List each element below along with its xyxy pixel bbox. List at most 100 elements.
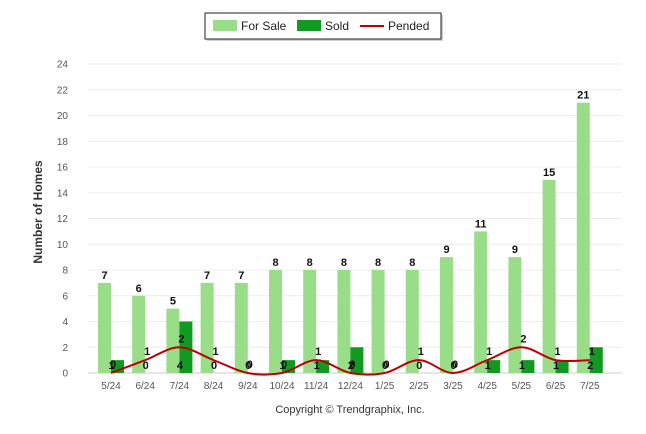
data-label-pended: 0 bbox=[384, 359, 390, 371]
bar-for-sale bbox=[234, 282, 248, 373]
bar-for-sale bbox=[200, 282, 214, 373]
data-label-pended: 0 bbox=[349, 359, 355, 371]
data-label-sold: 1 bbox=[314, 360, 320, 372]
data-label-sold: 0 bbox=[143, 360, 149, 372]
data-label-sold: 0 bbox=[382, 360, 388, 372]
x-tick-label: 10/24 bbox=[269, 381, 294, 392]
y-axis-title: Number of Homes bbox=[31, 160, 45, 264]
legend-label: Sold bbox=[325, 19, 349, 33]
bar-for-sale bbox=[474, 231, 488, 373]
legend-swatch bbox=[213, 20, 237, 31]
x-tick-label: 5/24 bbox=[101, 381, 121, 392]
data-label-for-sale: 9 bbox=[512, 244, 518, 256]
x-tick-label: 3/25 bbox=[443, 381, 463, 392]
x-tick-label: 7/25 bbox=[580, 381, 600, 392]
data-label-pended: 1 bbox=[418, 346, 424, 358]
data-label-sold: 1 bbox=[519, 360, 525, 372]
data-label-pended: 1 bbox=[213, 346, 219, 358]
bar-sold bbox=[589, 347, 603, 373]
data-label-sold: 1 bbox=[108, 360, 114, 372]
data-label-pended: 2 bbox=[178, 333, 184, 345]
y-tick-label: 12 bbox=[57, 214, 69, 225]
y-tick-label: 2 bbox=[62, 343, 68, 354]
data-label-for-sale: 21 bbox=[577, 90, 589, 102]
data-label-sold: 1 bbox=[553, 360, 559, 372]
data-label-for-sale: 7 bbox=[238, 270, 244, 282]
y-tick-label: 14 bbox=[57, 188, 69, 199]
x-tick-label: 12/24 bbox=[338, 381, 363, 392]
y-tick-label: 8 bbox=[62, 266, 68, 277]
bar-sold bbox=[555, 360, 569, 373]
legend-label: Pended bbox=[388, 19, 429, 33]
y-tick-label: 6 bbox=[62, 291, 68, 302]
copyright-credit: Copyright © Trendgraphix, Inc. bbox=[275, 404, 424, 416]
legend-item-pended[interactable]: Pended bbox=[360, 19, 429, 33]
data-label-pended: 1 bbox=[144, 346, 150, 358]
bars bbox=[98, 102, 603, 373]
data-label-sold: 4 bbox=[177, 360, 184, 372]
pended-line bbox=[110, 346, 590, 376]
y-tick-label: 4 bbox=[62, 317, 68, 328]
data-label-for-sale: 8 bbox=[307, 257, 313, 269]
data-label-for-sale: 8 bbox=[409, 257, 415, 269]
y-tick-label: 16 bbox=[57, 163, 69, 174]
x-tick-label: 11/24 bbox=[304, 381, 329, 392]
bar-for-sale bbox=[508, 257, 522, 373]
bar-for-sale bbox=[132, 295, 146, 373]
data-label-pended: 1 bbox=[555, 346, 561, 358]
data-label-for-sale: 6 bbox=[136, 283, 142, 295]
data-label-sold: 2 bbox=[587, 360, 593, 372]
bar-for-sale bbox=[269, 270, 282, 373]
data-label-for-sale: 7 bbox=[101, 270, 107, 282]
data-label-sold: 0 bbox=[450, 360, 456, 372]
x-tick-label: 2/25 bbox=[409, 381, 429, 392]
y-tick-label: 20 bbox=[57, 111, 69, 122]
data-label-for-sale: 8 bbox=[272, 257, 278, 269]
bar-for-sale bbox=[542, 179, 556, 373]
bar-for-sale bbox=[337, 270, 351, 373]
legend-box bbox=[204, 12, 442, 40]
legend-item-for-sale[interactable]: For Sale bbox=[213, 19, 287, 33]
bar-for-sale bbox=[405, 270, 419, 373]
data-label-sold: 0 bbox=[245, 360, 251, 372]
data-label-sold: 0 bbox=[211, 360, 217, 372]
bar-sold bbox=[350, 347, 364, 373]
data-label-for-sale: 8 bbox=[341, 257, 347, 269]
bar-for-sale bbox=[371, 270, 385, 373]
data-label-pended: 0 bbox=[452, 359, 458, 371]
data-label-for-sale: 9 bbox=[443, 244, 449, 256]
y-tick-label: 18 bbox=[57, 137, 69, 148]
bar-for-sale bbox=[98, 282, 111, 373]
data-label-for-sale: 15 bbox=[543, 167, 555, 179]
x-axis-ticks: 5/24 6/24 7/24 8/24 9/24 10/24 11/24 12/24 1/25 2… bbox=[101, 381, 600, 392]
data-label-sold: 1 bbox=[279, 360, 285, 372]
data-label-sold: 2 bbox=[348, 360, 354, 372]
data-label-sold: 1 bbox=[485, 360, 491, 372]
data-label-pended: 1 bbox=[589, 346, 595, 358]
data-label-for-sale: 5 bbox=[170, 296, 176, 308]
x-tick-label: 7/24 bbox=[170, 381, 190, 392]
bar-for-sale bbox=[440, 257, 453, 373]
legend-label: For Sale bbox=[241, 19, 287, 33]
bar-for-sale bbox=[166, 308, 180, 373]
x-tick-label: 4/25 bbox=[477, 381, 497, 392]
bar-for-sale bbox=[303, 270, 317, 373]
y-tick-label: 10 bbox=[57, 240, 69, 251]
legend-swatch bbox=[297, 20, 321, 31]
legend[interactable]: For Sale Sold Pended bbox=[204, 12, 443, 41]
legend-item-sold[interactable]: Sold bbox=[297, 19, 349, 33]
x-tick-label: 5/25 bbox=[512, 381, 532, 392]
bar-for-sale bbox=[576, 102, 590, 373]
data-label-for-sale: 7 bbox=[204, 270, 210, 282]
data-label-for-sale: 11 bbox=[475, 218, 487, 230]
data-label-pended: 0 bbox=[281, 359, 287, 371]
bar-sold bbox=[487, 360, 501, 373]
x-tick-label: 6/24 bbox=[135, 381, 155, 392]
x-tick-label: 1/25 bbox=[375, 381, 395, 392]
x-tick-label: 6/25 bbox=[546, 381, 566, 392]
data-label-sold: 0 bbox=[416, 360, 422, 372]
y-tick-label: 24 bbox=[57, 60, 69, 71]
